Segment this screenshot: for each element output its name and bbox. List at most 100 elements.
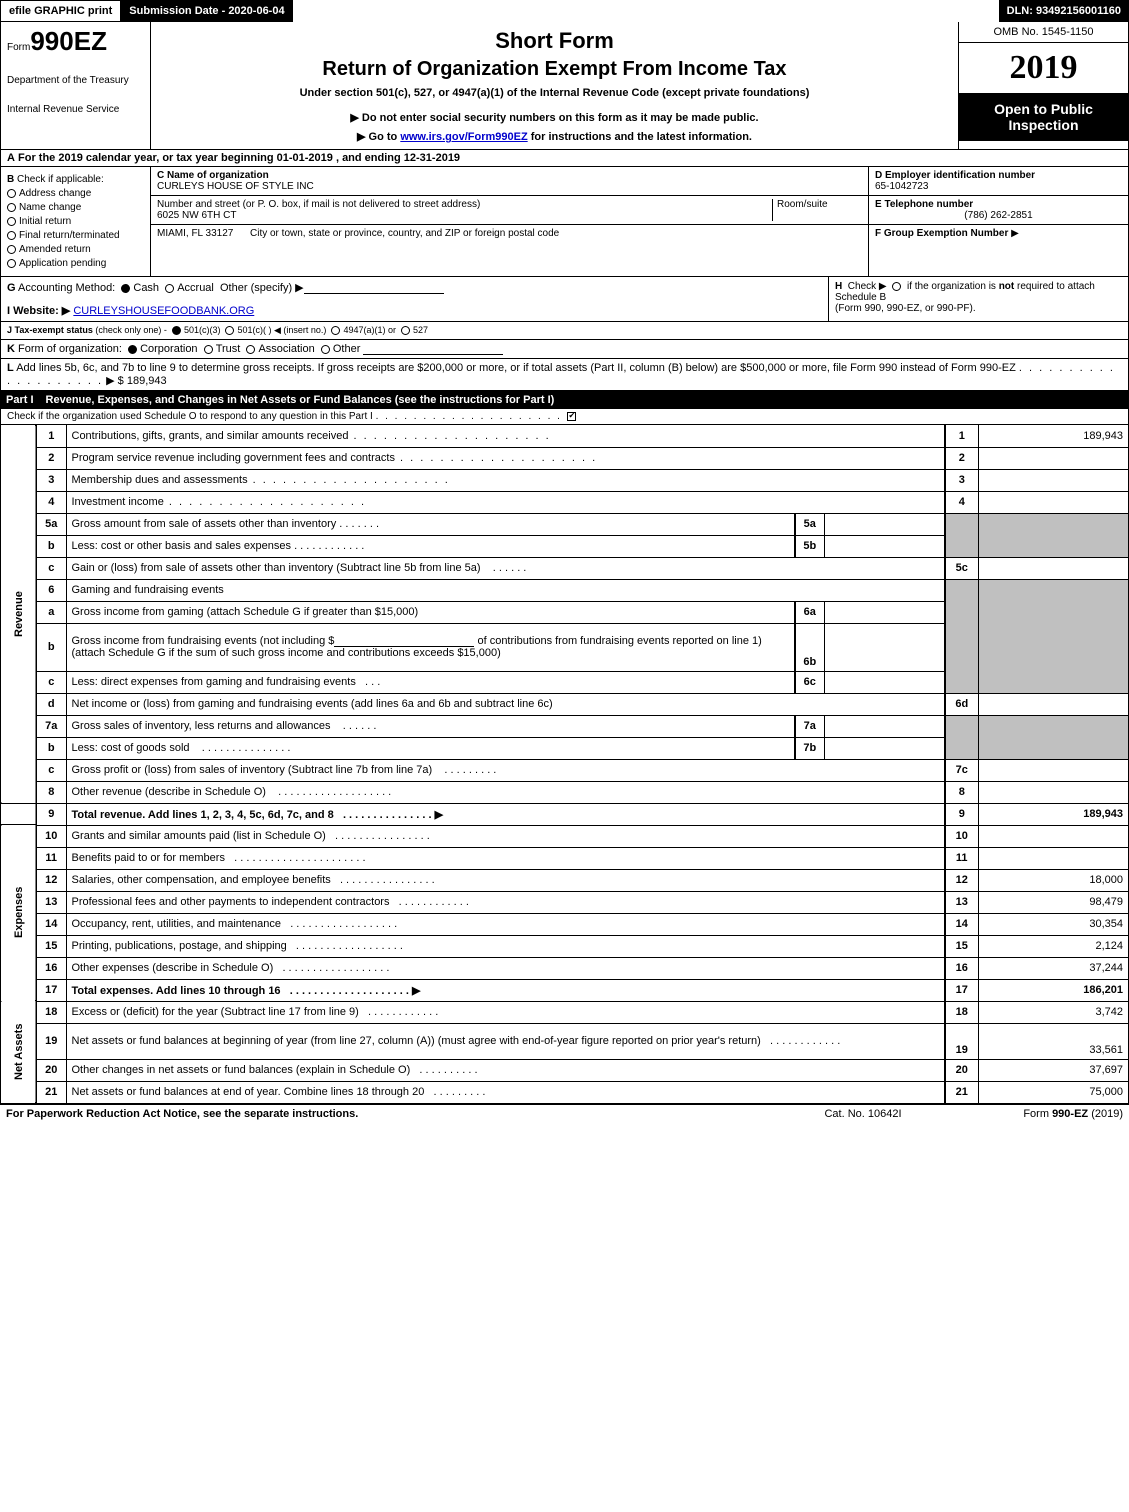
rb-corporation[interactable] [128, 345, 137, 354]
table-row: 4 Investment income 4 [1, 491, 1129, 513]
l-amount: $ 189,943 [118, 375, 167, 387]
table-row: 19 Net assets or fund balances at beginn… [1, 1023, 1129, 1059]
cb-initial-return[interactable] [7, 217, 16, 226]
cb-amended[interactable] [7, 245, 16, 254]
header-right: OMB No. 1545-1150 2019 Open to Public In… [958, 22, 1128, 149]
grey-amt-6 [979, 579, 1129, 693]
num-9: 9 [945, 803, 979, 825]
table-row: c Gross profit or (loss) from sales of i… [1, 759, 1129, 781]
rb-other-org[interactable] [321, 345, 330, 354]
ln-8: 8 [36, 781, 66, 803]
ln-6a: a [36, 601, 66, 623]
desc-9: Total revenue. Add lines 1, 2, 3, 4, 5c,… [66, 803, 945, 825]
h-check: Check ▶ [848, 281, 887, 292]
ln-3: 3 [36, 469, 66, 491]
desc-17: Total expenses. Add lines 10 through 16 … [66, 979, 945, 1001]
rb-4947[interactable] [331, 326, 340, 335]
rb-accrual[interactable] [165, 284, 174, 293]
cb-h-not-required[interactable] [892, 282, 901, 291]
open-to-public: Open to Public Inspection [959, 93, 1128, 141]
row-g-h: G Accounting Method: Cash Accrual Other … [0, 276, 1129, 321]
other-org-input[interactable] [363, 343, 503, 355]
e-label: E Telephone number [875, 199, 1122, 210]
opt-527: 527 [413, 325, 428, 335]
desc-15: Printing, publications, postage, and shi… [66, 935, 945, 957]
website-link[interactable]: CURLEYSHOUSEFOODBANK.ORG [73, 305, 254, 317]
rb-501c3[interactable] [172, 326, 181, 335]
goto-prefix: ▶ Go to [357, 131, 400, 143]
table-row: 12 Salaries, other compensation, and emp… [1, 869, 1129, 891]
desc-2: Program service revenue including govern… [66, 447, 945, 469]
submission-date: Submission Date - 2020-06-04 [121, 0, 293, 22]
desc-3: Membership dues and assessments [66, 469, 945, 491]
side-net-assets: Net Assets [1, 1001, 37, 1103]
table-row: 2 Program service revenue including gove… [1, 447, 1129, 469]
cb-name-change[interactable] [7, 203, 16, 212]
ln-9: 9 [36, 803, 66, 825]
desc-13: Professional fees and other payments to … [66, 891, 945, 913]
col-g: G Accounting Method: Cash Accrual Other … [1, 277, 828, 321]
h-text4: (Form 990, 990-EZ, or 990-PF). [835, 303, 1122, 314]
irs-link[interactable]: www.irs.gov/Form990EZ [400, 131, 527, 143]
rb-cash[interactable] [121, 284, 130, 293]
cb-application-pending[interactable] [7, 259, 16, 268]
fundraising-amount-input[interactable] [334, 635, 474, 647]
opt-amended: Amended return [19, 244, 91, 255]
table-row: 13 Professional fees and other payments … [1, 891, 1129, 913]
open-line1: Open to Public [963, 101, 1124, 117]
desc-7a: Gross sales of inventory, less returns a… [66, 715, 795, 737]
amt-12: 18,000 [979, 869, 1129, 891]
amt-6d [979, 693, 1129, 715]
dept-irs: Internal Revenue Service [7, 104, 144, 115]
cb-final-return[interactable] [7, 231, 16, 240]
f-arrow: ▶ [1011, 228, 1019, 239]
desc-7b: Less: cost of goods sold . . . . . . . .… [66, 737, 795, 759]
ln-6d: d [36, 693, 66, 715]
cb-schedule-o[interactable] [567, 412, 576, 421]
part1-sub-text: Check if the organization used Schedule … [7, 411, 373, 422]
ln-17: 17 [36, 979, 66, 1001]
desc-14: Occupancy, rent, utilities, and maintena… [66, 913, 945, 935]
desc-5b: Less: cost or other basis and sales expe… [66, 535, 795, 557]
ln-7b: b [36, 737, 66, 759]
part1-sub: Check if the organization used Schedule … [0, 409, 1129, 425]
c-label: C Name of organization [157, 170, 862, 181]
desc-6a: Gross income from gaming (attach Schedul… [66, 601, 795, 623]
efile-print-button[interactable]: efile GRAPHIC print [0, 0, 121, 22]
amt-8 [979, 781, 1129, 803]
goto-note: ▶ Go to www.irs.gov/Form990EZ for instru… [161, 130, 948, 143]
desc-4: Investment income [66, 491, 945, 513]
amt-16: 37,244 [979, 957, 1129, 979]
num-15: 15 [945, 935, 979, 957]
grey-5 [945, 513, 979, 557]
desc-5c: Gain or (loss) from sale of assets other… [66, 557, 945, 579]
num-16: 16 [945, 957, 979, 979]
other-specify-input[interactable] [304, 282, 444, 294]
ln-16: 16 [36, 957, 66, 979]
page-footer: For Paperwork Reduction Act Notice, see … [0, 1104, 1129, 1123]
b-label: B [7, 174, 14, 185]
table-row: c Gain or (loss) from sale of assets oth… [1, 557, 1129, 579]
desc-6d: Net income or (loss) from gaming and fun… [66, 693, 945, 715]
h-not: not [999, 281, 1015, 292]
desc-6: Gaming and fundraising events [66, 579, 945, 601]
form-subtitle: Under section 501(c), 527, or 4947(a)(1)… [161, 87, 948, 99]
amt-7c [979, 759, 1129, 781]
num-4: 4 [945, 491, 979, 513]
section-b-f: B Check if applicable: Address change Na… [0, 167, 1129, 276]
sub-amt-5b [825, 535, 945, 557]
rb-association[interactable] [246, 345, 255, 354]
rb-527[interactable] [401, 326, 410, 335]
rb-trust[interactable] [204, 345, 213, 354]
grey-6 [945, 579, 979, 693]
open-line2: Inspection [963, 117, 1124, 133]
num-17: 17 [945, 979, 979, 1001]
l-text: Add lines 5b, 6c, and 7b to line 9 to de… [16, 362, 1016, 374]
part1-header: Part I Revenue, Expenses, and Changes in… [0, 391, 1129, 409]
g-text: Accounting Method: [18, 282, 115, 294]
num-10: 10 [945, 825, 979, 847]
desc-5a: Gross amount from sale of assets other t… [66, 513, 795, 535]
sub-amt-6c [825, 671, 945, 693]
cb-address-change[interactable] [7, 189, 16, 198]
rb-501c[interactable] [225, 326, 234, 335]
